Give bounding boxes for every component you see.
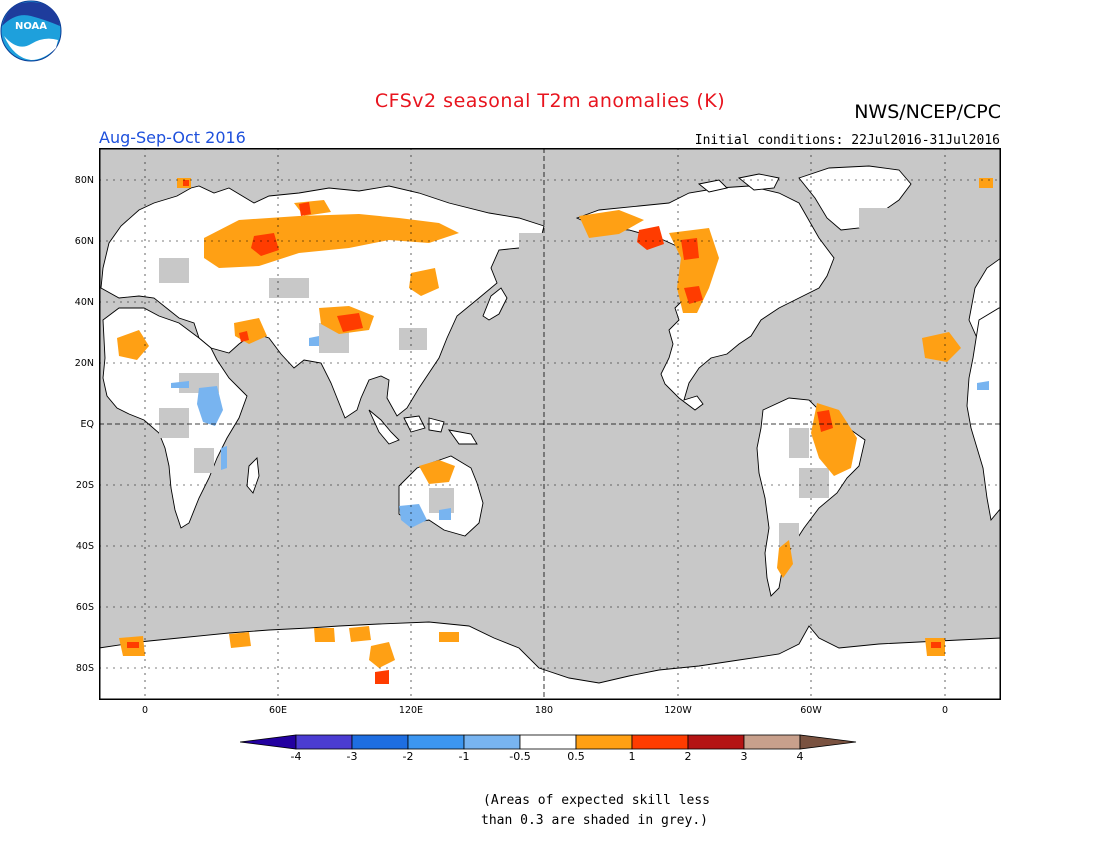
map-frame bbox=[99, 148, 1001, 700]
equator-dateline bbox=[99, 148, 1001, 700]
svg-text:NOAA: NOAA bbox=[15, 21, 47, 32]
lon-label-180: 180 bbox=[534, 705, 554, 716]
greenland bbox=[798, 165, 912, 231]
legend-swatch-4 bbox=[463, 734, 521, 750]
skill-note-line1: (Areas of expected skill less bbox=[483, 793, 710, 808]
lon-label-0-east: 0 bbox=[941, 705, 949, 716]
warm-anomalies bbox=[117, 178, 993, 668]
strong-warm-anomalies bbox=[127, 180, 941, 684]
legend-swatch-3 bbox=[407, 734, 465, 750]
legend-swatch-5 bbox=[519, 734, 577, 750]
lat-label-40s: 40S bbox=[75, 541, 94, 552]
legend-label-5: 0.5 bbox=[567, 750, 585, 763]
legend-swatch-9 bbox=[743, 734, 801, 750]
lat-label-20s: 20S bbox=[75, 480, 94, 491]
legend-label-7: 2 bbox=[684, 750, 692, 763]
legend-label-9: 4 bbox=[796, 750, 804, 763]
map-title: CFSv2 seasonal T2m anomalies (K) bbox=[374, 90, 726, 112]
lat-label-eq: EQ bbox=[80, 419, 94, 430]
lat-label-20n: 20N bbox=[74, 358, 94, 369]
lat-label-60s: 60S bbox=[75, 602, 94, 613]
legend-swatch-1 bbox=[295, 734, 353, 750]
cool-anomalies bbox=[171, 336, 989, 528]
lon-label-120w: 120W bbox=[664, 705, 692, 716]
japan bbox=[482, 287, 508, 321]
lat-label-40n: 40N bbox=[74, 297, 94, 308]
legend-label-3: -1 bbox=[458, 750, 470, 763]
canadian-islands bbox=[697, 173, 780, 193]
skill-note-line2: than 0.3 are shaded in grey.) bbox=[481, 813, 708, 828]
legend-label-1: -3 bbox=[346, 750, 358, 763]
legend-swatch-8 bbox=[687, 734, 745, 750]
lon-label-60w: 60W bbox=[800, 705, 822, 716]
lon-label-0: 0 bbox=[141, 705, 149, 716]
legend-swatch-6 bbox=[575, 734, 633, 750]
indonesia bbox=[368, 409, 478, 445]
legend-swatch-2 bbox=[351, 734, 409, 750]
legend-label-0: -4 bbox=[290, 750, 302, 763]
graticule bbox=[99, 148, 1001, 700]
legend-label-4: -0.5 bbox=[509, 750, 531, 763]
lat-label-80n: 80N bbox=[74, 175, 94, 186]
legend-swatch-10 bbox=[799, 734, 857, 750]
madagascar bbox=[246, 457, 260, 494]
forecast-period: Aug-Sep-Oct 2016 bbox=[99, 128, 246, 147]
noaa-logo: NOAA bbox=[0, 0, 62, 62]
africa-repeat-east bbox=[966, 307, 1001, 522]
lat-label-80s: 80S bbox=[75, 663, 94, 674]
agency-label: NWS/NCEP/CPC bbox=[854, 101, 1001, 123]
legend-label-8: 3 bbox=[740, 750, 748, 763]
legend-label-2: -2 bbox=[402, 750, 414, 763]
initial-conditions: Initial conditions: 22Jul2016-31Jul2016 bbox=[694, 133, 1000, 148]
low-skill-land-areas bbox=[159, 208, 889, 548]
lon-label-60e: 60E bbox=[268, 705, 288, 716]
legend-swatch-7 bbox=[631, 734, 689, 750]
legend-swatch-0 bbox=[240, 734, 297, 750]
lon-label-120e: 120E bbox=[398, 705, 424, 716]
color-legend bbox=[240, 734, 857, 750]
anomaly-map bbox=[99, 148, 1001, 700]
lat-label-60n: 60N bbox=[74, 236, 94, 247]
legend-label-6: 1 bbox=[628, 750, 636, 763]
